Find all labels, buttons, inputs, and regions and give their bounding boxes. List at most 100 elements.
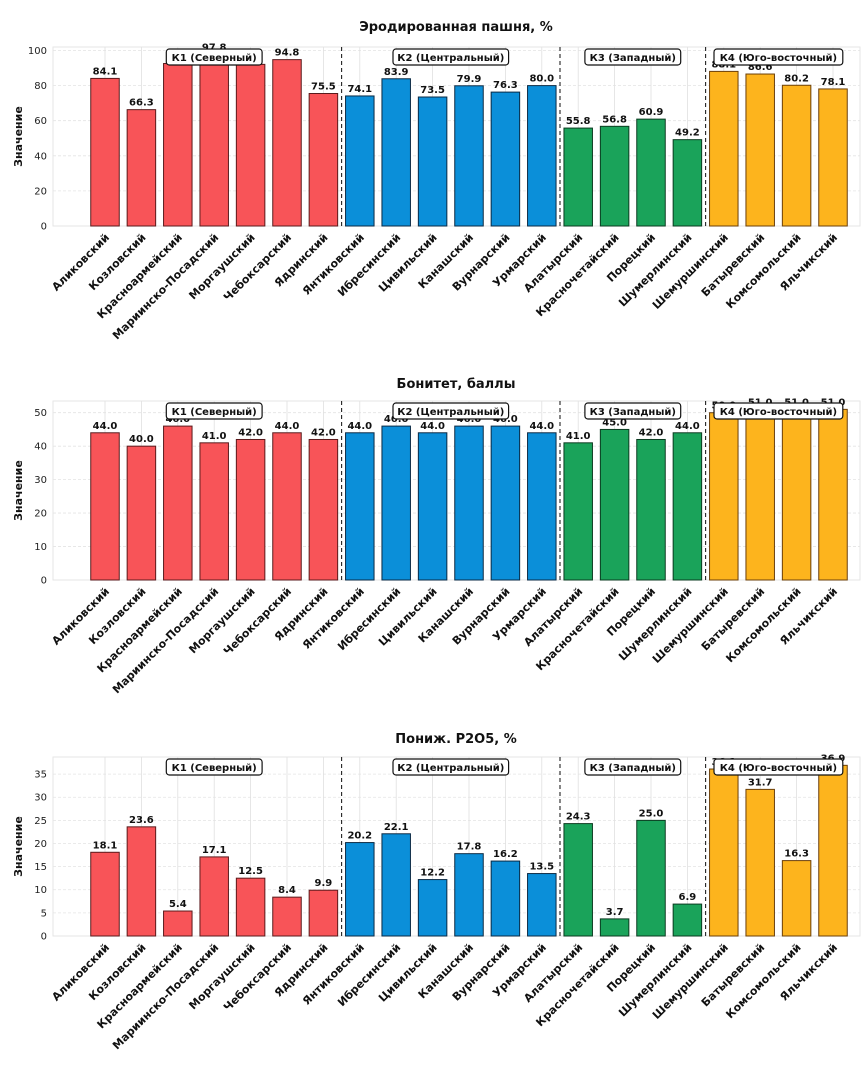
bar xyxy=(345,842,375,937)
value-label: 44.0 xyxy=(347,421,372,432)
value-label: 83.9 xyxy=(384,67,409,78)
bar xyxy=(126,445,157,581)
y-tick-label: 0 xyxy=(41,932,47,943)
bar xyxy=(599,125,630,227)
value-label: 86.6 xyxy=(748,62,773,73)
chart-panel-3: Пониж. P2O5, % 0 5 10 15 20 25 30 35 Значение 18.1… xyxy=(12,732,861,1052)
bar xyxy=(417,96,448,227)
bar xyxy=(454,425,484,581)
bar xyxy=(272,432,302,581)
value-label: 55.8 xyxy=(566,116,591,127)
value-label: 80.2 xyxy=(784,73,809,84)
value-label: 45.0 xyxy=(602,417,627,428)
bar xyxy=(709,412,739,581)
bar xyxy=(818,764,848,937)
x-tick-label: Батыревский xyxy=(699,585,767,653)
y-tick-label: 30 xyxy=(34,475,47,486)
value-label: 20.2 xyxy=(347,831,372,842)
x-tick-label: Чебоксарский xyxy=(221,231,294,304)
cluster-label-box xyxy=(584,48,682,66)
cluster-label-box xyxy=(713,402,844,420)
value-label: 18.1 xyxy=(93,840,118,851)
x-tick-label: Ибресинский xyxy=(335,585,403,653)
x-tick-label: Моргаушский xyxy=(186,941,257,1012)
y-tick-label: 20 xyxy=(34,509,47,520)
y-tick-label: 0 xyxy=(41,576,47,587)
value-label: 41.0 xyxy=(202,431,227,442)
value-label: 42.0 xyxy=(311,427,336,438)
chart-title: Эродированная пашня, % xyxy=(359,20,553,35)
y-tick-label: 20 xyxy=(34,186,47,197)
bar xyxy=(381,425,411,581)
bar xyxy=(745,73,775,227)
y-tick-label: 20 xyxy=(34,839,47,850)
value-label: 12.5 xyxy=(238,866,263,877)
cluster-label: К4 (Юго-восточный) xyxy=(720,407,837,418)
bar xyxy=(563,823,593,937)
y-tick-label: 35 xyxy=(34,770,47,781)
value-label: 76.3 xyxy=(493,80,518,91)
cluster-label: К1 (Северный) xyxy=(172,407,257,418)
y-tick-label: 0 xyxy=(41,222,47,233)
value-label: 24.3 xyxy=(566,812,591,823)
bar xyxy=(745,408,775,581)
value-label: 60.9 xyxy=(639,107,664,118)
cluster-label-box xyxy=(584,402,682,420)
value-label: 66.3 xyxy=(129,98,154,109)
value-label: 16.3 xyxy=(784,849,809,860)
cluster-label: К2 (Центральный) xyxy=(397,763,504,774)
bar xyxy=(527,432,557,581)
bar xyxy=(163,910,193,937)
value-label: 13.5 xyxy=(529,862,554,873)
y-axis-label: Значение xyxy=(12,816,25,877)
value-label: 74.1 xyxy=(347,84,372,95)
bar xyxy=(490,860,521,937)
x-tick-label: Моргаушский xyxy=(186,231,257,302)
chart-title: Бонитет, баллы xyxy=(397,377,516,392)
bar xyxy=(345,432,375,581)
value-label: 75.5 xyxy=(311,82,336,93)
value-label: 6.9 xyxy=(679,892,697,903)
bar xyxy=(163,425,193,581)
chart-panel-2: Бонитет, баллы 0 10 20 30 40 50 Значение 44.0 40.… xyxy=(12,377,861,696)
bar xyxy=(636,819,666,937)
value-label: 49.2 xyxy=(675,128,700,139)
bar xyxy=(417,432,448,581)
x-tick-label: Ибресинский xyxy=(335,231,403,299)
chart-panel-1: Эродированная пашня, % 0 20 40 60 80 100 Значен… xyxy=(12,20,861,342)
bar xyxy=(636,438,666,581)
bar xyxy=(709,768,739,937)
bar xyxy=(490,425,521,581)
value-label: 41.0 xyxy=(566,431,591,442)
bar xyxy=(199,442,229,581)
bar xyxy=(272,896,302,937)
value-label: 17.1 xyxy=(202,845,227,856)
y-tick-label: 40 xyxy=(34,151,47,162)
cluster-label: К3 (Западный) xyxy=(590,53,676,64)
cluster-label: К3 (Западный) xyxy=(590,763,676,774)
value-label: 12.2 xyxy=(420,868,445,879)
y-tick-label: 100 xyxy=(28,46,47,57)
value-label: 22.1 xyxy=(384,822,409,833)
bar xyxy=(672,139,703,227)
bar xyxy=(454,853,484,937)
bar xyxy=(454,85,484,227)
value-label: 23.6 xyxy=(129,815,154,826)
bar xyxy=(381,833,411,937)
x-tick-label: Батыревский xyxy=(699,941,767,1009)
bar xyxy=(308,438,339,581)
bar xyxy=(199,53,229,227)
bar xyxy=(563,442,593,581)
bar xyxy=(90,851,120,937)
bar xyxy=(818,88,848,227)
x-tick-label: Чебоксарский xyxy=(221,941,294,1014)
y-axis-label: Значение xyxy=(12,460,25,521)
bar xyxy=(199,856,229,937)
bar xyxy=(636,118,666,227)
bar xyxy=(599,428,630,581)
x-tick-label: Чебоксарский xyxy=(221,585,294,658)
bar xyxy=(163,62,193,227)
bar xyxy=(90,432,120,581)
x-tick-label: Моргаушский xyxy=(186,585,257,656)
cluster-label-box xyxy=(165,48,263,66)
